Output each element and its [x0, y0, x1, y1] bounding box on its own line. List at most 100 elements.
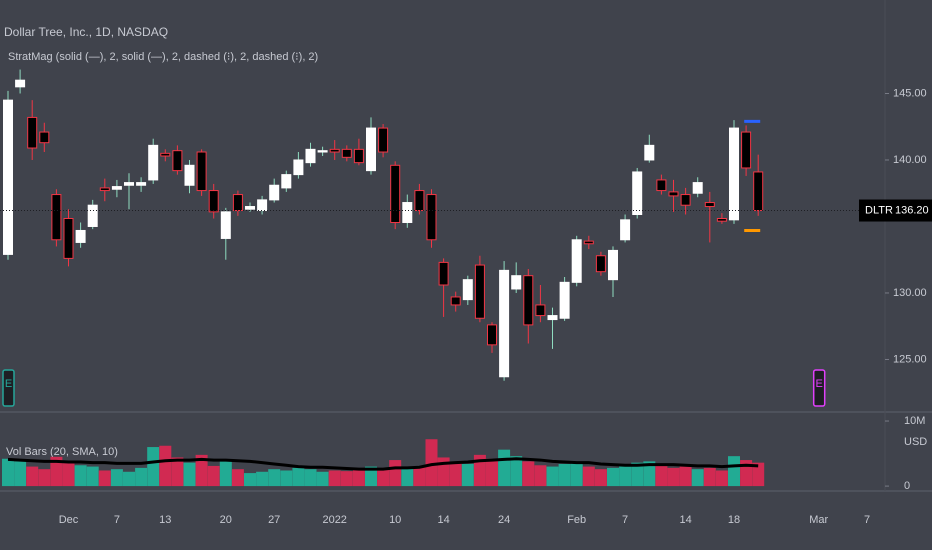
candle-body [196, 151, 207, 192]
volume-bar [522, 461, 535, 487]
volume-bar [667, 467, 680, 487]
last-price-tag [859, 199, 932, 222]
volume-bar [86, 466, 99, 487]
volume-bar [50, 456, 63, 487]
candle-body [583, 240, 594, 245]
x-tick-label: Dec [59, 514, 79, 526]
x-tick-label: 14 [679, 514, 691, 526]
volume-bar [498, 449, 511, 487]
candle-body [535, 304, 546, 317]
volume-bar [256, 471, 269, 487]
volume-bar [316, 471, 329, 487]
volume-bar [534, 465, 547, 487]
volume-bar [219, 460, 232, 487]
candle-body [87, 204, 98, 227]
volume-bar [546, 466, 559, 487]
candle-body [390, 164, 401, 223]
candle-body [438, 261, 449, 286]
x-tick-label: 14 [437, 514, 449, 526]
candle-body [608, 249, 618, 281]
candle-body [257, 199, 268, 212]
candle-body [329, 148, 340, 153]
chart-title: Dollar Tree, Inc., 1D, NASDAQ [4, 25, 168, 39]
candle-body [184, 164, 195, 186]
candle-body [511, 275, 522, 290]
candle-body [75, 229, 86, 243]
volume-bar [631, 462, 644, 487]
volume-bar [619, 465, 632, 487]
volume-bar [461, 463, 474, 487]
volume-bar [183, 462, 196, 487]
volume-bar [413, 467, 426, 487]
candle-body [632, 171, 643, 216]
volume-y-tick-label: 0 [904, 480, 910, 492]
volume-title: Vol Bars (20, SMA, 10) [6, 446, 118, 458]
volume-bar [26, 466, 39, 487]
y-tick-label: 125.00 [893, 353, 927, 365]
volume-bar [570, 462, 583, 487]
candle-body [353, 148, 364, 164]
candle-body [704, 202, 715, 208]
volume-bar [292, 467, 305, 487]
volume-bar [110, 469, 123, 487]
earnings-label: E [5, 378, 12, 390]
indicator-label: StratMag (solid (—), 2, solid (—), 2, da… [8, 51, 318, 63]
volume-bar [510, 456, 523, 487]
candle-body [245, 206, 255, 210]
candle-body [124, 182, 134, 186]
candle-body [99, 187, 110, 192]
x-tick-label: 7 [114, 514, 120, 526]
candle-body [716, 217, 727, 222]
volume-bar [304, 469, 317, 487]
volume-bar [2, 458, 14, 487]
candle-body [160, 152, 171, 157]
volume-bar [14, 461, 27, 487]
volume-bar [147, 447, 160, 487]
volume-bar [425, 439, 438, 487]
x-tick-label: 20 [220, 514, 232, 526]
candle-body [559, 281, 570, 319]
candle-body [402, 202, 413, 223]
earnings-marker [812, 369, 826, 407]
volume-bar [38, 469, 51, 487]
candle-body [414, 190, 425, 212]
volume-bar [340, 471, 353, 487]
ticker-label: DLTR [865, 204, 893, 216]
candle-body [656, 179, 667, 192]
x-tick-label: Feb [567, 514, 586, 526]
volume-bar [377, 469, 390, 487]
volume-bar [655, 465, 668, 487]
volume-bar [268, 469, 281, 487]
candle-body [341, 148, 352, 158]
y-tick-label: 130.00 [893, 287, 927, 299]
candle-body [220, 211, 231, 239]
volume-bar [62, 462, 75, 487]
volume-bar [159, 445, 172, 487]
candle-body [317, 150, 328, 153]
candle-body [692, 182, 703, 194]
candle-body [450, 296, 461, 306]
volume-bar [558, 463, 571, 487]
x-tick-label: 27 [268, 514, 280, 526]
volume-bar [401, 466, 414, 487]
volume-bar [74, 465, 87, 487]
candle-body [305, 148, 316, 164]
candle-body [741, 131, 752, 169]
volume-unit: USD [904, 436, 927, 448]
volume-bar [207, 465, 220, 487]
y-tick-label: 145.00 [893, 87, 927, 99]
volume-bar [752, 462, 765, 487]
candle-body [269, 184, 280, 201]
candle-body [753, 171, 764, 212]
x-tick-label: 24 [498, 514, 510, 526]
volume-bar [98, 470, 111, 487]
volume-bar [365, 466, 377, 487]
volume-bar [328, 470, 341, 487]
volume-bar [728, 456, 740, 487]
candle-body [39, 131, 50, 144]
candle-body [27, 116, 38, 149]
candle-body [293, 159, 304, 176]
candle-body [487, 324, 497, 346]
candle-body [63, 217, 74, 259]
